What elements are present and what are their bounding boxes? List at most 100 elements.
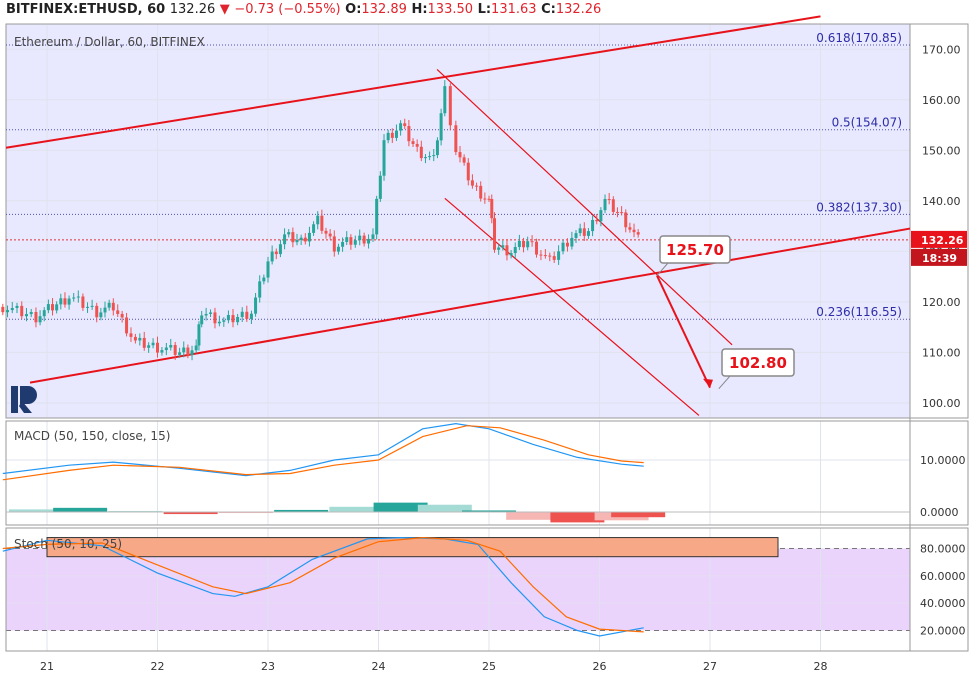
callout-pointer: [718, 375, 731, 390]
candle-body: [349, 237, 353, 245]
candle-body: [38, 316, 42, 323]
projection-arrow: [656, 275, 711, 389]
candle-body: [353, 240, 357, 245]
candle-body: [231, 315, 235, 323]
candle-body: [116, 310, 120, 314]
candle-body: [462, 157, 466, 163]
candle-body: [574, 233, 578, 238]
symbol-header: BITFINEX:ETHUSD, 60 132.26 ▼ −0.73 (−0.5…: [6, 2, 601, 17]
candle-body: [76, 296, 80, 298]
close-value: 132.26: [555, 2, 602, 17]
pane-border: [5, 527, 969, 652]
candle-body: [570, 237, 574, 247]
candle-body: [200, 315, 204, 325]
candle-body: [299, 237, 303, 240]
overbought-highlight: [46, 537, 779, 558]
candle-body: [454, 125, 458, 153]
price-tick-label: 150.00: [922, 144, 961, 157]
candle-body: [411, 141, 415, 144]
candle-body: [475, 185, 479, 187]
candle-body: [493, 218, 497, 250]
candle-body: [591, 219, 595, 232]
macd-histogram-bar: [506, 512, 561, 520]
candle-body: [615, 211, 619, 213]
macd-histogram-bar: [218, 512, 273, 514]
candle-body: [287, 232, 291, 235]
candle-body: [552, 256, 556, 260]
candle-body: [470, 180, 474, 186]
x-tick-label: 25: [482, 660, 496, 673]
candle-body: [367, 238, 371, 244]
candle-body: [142, 337, 146, 348]
candle-body: [197, 324, 201, 346]
macd-histogram-bar: [373, 502, 428, 512]
candle-body: [129, 333, 133, 337]
candle-body: [312, 224, 316, 233]
candle-body: [59, 298, 63, 305]
open-value: 132.89: [361, 2, 407, 17]
high-value: 133.50: [427, 2, 474, 17]
price-tag-label: 132.26: [921, 234, 964, 247]
candle-body: [138, 337, 142, 341]
candle-body: [517, 240, 521, 248]
candle-body: [578, 228, 582, 234]
candle-body: [262, 277, 266, 282]
candle-body: [249, 313, 253, 319]
x-tick-label: 23: [261, 660, 275, 673]
candle-body: [24, 314, 28, 317]
candle-body: [103, 307, 107, 313]
stoch-tick-label: 20.0000: [920, 625, 966, 638]
candle-body: [51, 304, 55, 311]
candle-body: [362, 235, 366, 244]
candle-body: [303, 237, 307, 242]
countdown-label: 18:39: [922, 252, 957, 265]
candle-body: [458, 152, 462, 158]
candle-body: [611, 199, 615, 212]
candle-body: [620, 212, 624, 214]
candle-body: [530, 241, 534, 243]
candle-body: [254, 297, 258, 314]
candle-body: [332, 236, 336, 252]
candle-body: [90, 305, 94, 307]
candle-body: [147, 345, 151, 348]
candle-body: [291, 232, 295, 243]
candle-body: [341, 241, 345, 247]
price-tag: [911, 230, 967, 248]
candle-body: [582, 228, 586, 236]
stoch-tick-label: 60.0000: [920, 570, 966, 583]
candle-body: [42, 310, 46, 317]
candle-body: [160, 350, 164, 353]
candle-body: [586, 231, 590, 236]
price-tick-label: 110.00: [922, 346, 961, 359]
candle-body: [432, 155, 436, 157]
candle-body: [278, 244, 282, 255]
candle-body: [336, 246, 340, 252]
candle-body: [209, 312, 213, 314]
candle-body: [535, 241, 539, 255]
candle-body: [394, 130, 398, 138]
candle-body: [403, 123, 407, 127]
candle-body: [522, 240, 526, 248]
candle-body: [539, 254, 543, 256]
stoch-band-bg: [6, 548, 910, 631]
candle-body: [295, 239, 299, 243]
callout-pointer: [656, 262, 669, 276]
last-price: 132.26: [169, 2, 216, 17]
candle-body: [595, 219, 599, 222]
stoch-pane-title: Stoch (50, 10, 25): [14, 537, 122, 551]
candle-body: [561, 242, 565, 252]
candle-body: [509, 253, 513, 256]
macd-histogram-bar: [611, 512, 666, 518]
candle-body: [320, 215, 324, 231]
candle-body: [95, 305, 99, 318]
candle-body: [328, 233, 332, 237]
candle-body: [67, 298, 71, 305]
macd-histogram-bar: [329, 506, 384, 512]
candle-body: [526, 241, 530, 248]
candle-body: [345, 237, 349, 242]
candle-body: [99, 312, 103, 318]
x-tick-label: 26: [593, 660, 607, 673]
macd-line: [2, 422, 644, 477]
